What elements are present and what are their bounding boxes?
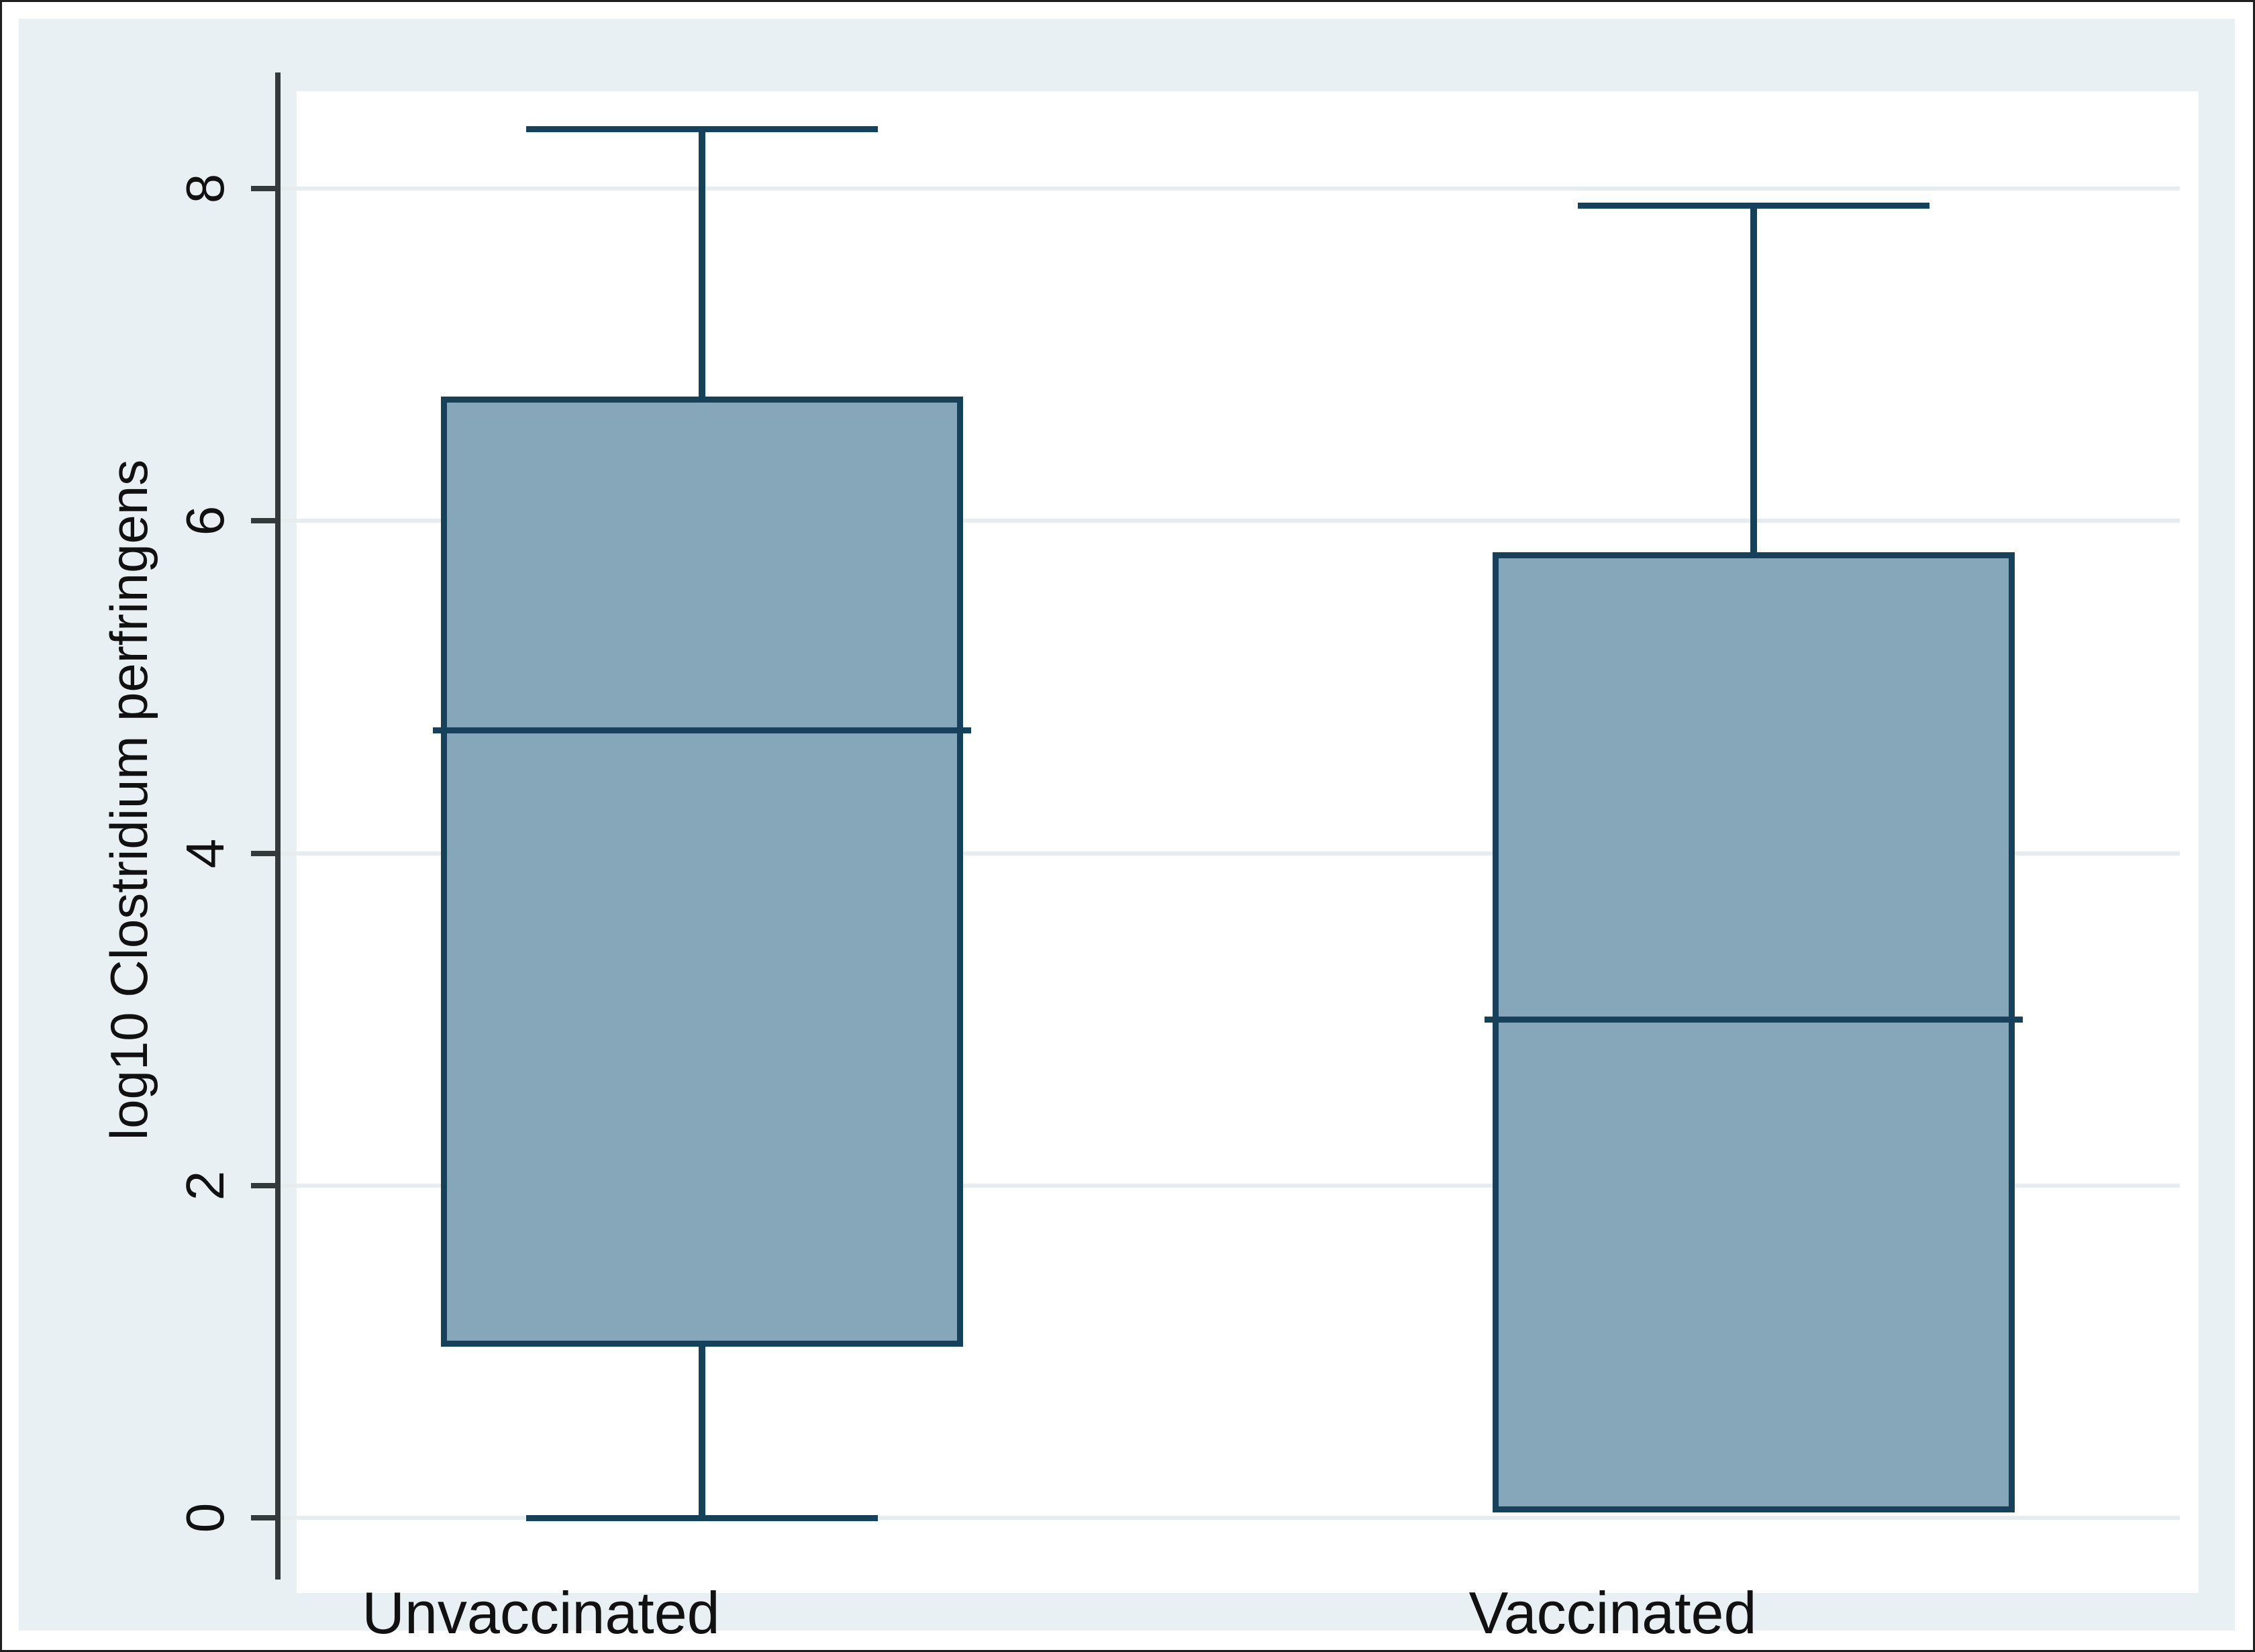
box-median-line xyxy=(433,727,971,734)
box-body xyxy=(441,396,963,1347)
y-gridline xyxy=(281,1183,2180,1188)
y-tick-label: 6 xyxy=(175,506,235,536)
box-median-line xyxy=(1485,1017,2023,1023)
box-whisker-upper xyxy=(699,129,705,397)
figure-canvas: log10 Clostridium perfringens 0 2 4 6 8 Unvac… xyxy=(19,19,2235,1643)
x-category-label: Vaccinated xyxy=(1468,1580,1757,1646)
y-tick-label: 2 xyxy=(175,1170,235,1200)
box-whisker-cap-bottom xyxy=(526,1514,878,1521)
y-tick-label: 8 xyxy=(175,174,235,204)
y-tick-mark xyxy=(251,1182,278,1188)
y-gridline xyxy=(281,1515,2180,1520)
box-whisker-upper xyxy=(1750,205,1757,553)
y-tick-mark xyxy=(251,186,278,192)
y-tick-mark xyxy=(251,518,278,524)
box-whisker-lower xyxy=(699,1346,705,1518)
box-whisker-cap-top xyxy=(526,126,878,133)
y-tick-mark xyxy=(251,850,278,856)
y-gridline xyxy=(281,519,2180,523)
x-category-label: Unvaccinated xyxy=(362,1580,720,1646)
y-axis-line xyxy=(275,72,281,1580)
y-gridline xyxy=(281,851,2180,856)
box-body xyxy=(1493,552,2015,1513)
y-gridline xyxy=(281,187,2180,191)
box-whisker-cap-top xyxy=(1578,203,1930,209)
y-axis-title: log10 Clostridium perfringens xyxy=(99,459,158,1141)
y-tick-label: 4 xyxy=(175,838,235,868)
y-tick-mark xyxy=(251,1514,278,1520)
y-tick-label: 0 xyxy=(175,1502,235,1533)
